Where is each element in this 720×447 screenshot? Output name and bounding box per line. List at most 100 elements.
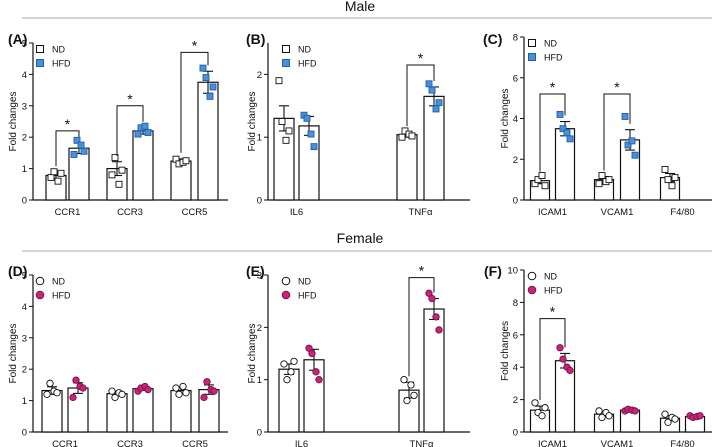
legend-label-nd: ND xyxy=(298,45,311,55)
data-point xyxy=(202,74,210,81)
y-tick-label: 0 xyxy=(513,428,518,439)
legend-marker-nd xyxy=(528,39,536,47)
y-tick-label: 2 xyxy=(22,133,27,144)
y-tick-label: 5 xyxy=(22,39,27,50)
data-point xyxy=(209,83,217,91)
significance-marker: * xyxy=(127,91,133,107)
data-point xyxy=(407,381,415,389)
y-tick-label: 4 xyxy=(22,302,27,313)
data-point xyxy=(310,143,318,151)
data-point xyxy=(77,141,85,149)
category-label: F4/80 xyxy=(670,439,694,447)
y-tick-label: 8 xyxy=(513,298,518,309)
data-point xyxy=(624,141,632,149)
data-point xyxy=(566,135,574,143)
significance-bracket xyxy=(408,277,435,377)
data-point xyxy=(671,174,679,182)
data-point xyxy=(118,390,126,398)
data-point xyxy=(696,412,704,420)
data-point xyxy=(435,326,443,334)
significance-marker: * xyxy=(418,50,424,66)
data-point xyxy=(661,410,669,418)
significance-bracket xyxy=(116,105,144,156)
category-label: IL6 xyxy=(295,439,308,447)
legend-label-hfd: HFD xyxy=(298,291,317,301)
data-point xyxy=(598,172,606,180)
data-point xyxy=(661,165,669,173)
category-label: CCR1 xyxy=(55,207,81,218)
legend-label-hfd: HFD xyxy=(544,53,563,63)
y-tick-label: 2 xyxy=(257,70,262,81)
bar-hfd xyxy=(132,130,154,201)
data-point xyxy=(290,357,298,365)
data-point xyxy=(54,177,62,185)
data-point xyxy=(280,360,288,368)
legend-marker-nd xyxy=(35,276,45,286)
significance-marker: * xyxy=(550,304,556,320)
data-point xyxy=(531,399,539,407)
category-label: CCR5 xyxy=(182,439,208,447)
data-point xyxy=(118,166,126,174)
data-point xyxy=(79,384,87,392)
panel-label: (A) xyxy=(8,31,27,47)
data-point xyxy=(595,407,603,415)
legend-marker-nd xyxy=(281,276,291,286)
y-tick-label: 10 xyxy=(507,266,518,277)
legend-marker-nd xyxy=(282,45,290,53)
category-label: CCR1 xyxy=(52,439,78,447)
data-point xyxy=(541,182,549,190)
data-point xyxy=(172,384,180,392)
data-point xyxy=(410,391,418,400)
data-point xyxy=(206,92,214,100)
data-point xyxy=(307,130,315,138)
legend-label-hfd: HFD xyxy=(52,59,71,69)
category-label: VCAM1 xyxy=(601,207,634,218)
data-point xyxy=(556,344,564,352)
panel-label: (B) xyxy=(246,31,265,47)
data-point xyxy=(115,180,123,188)
data-point xyxy=(400,376,408,384)
y-tick-label: 6 xyxy=(513,330,518,341)
legend-label-nd: ND xyxy=(544,39,557,49)
significance-marker: * xyxy=(192,37,198,53)
legend-marker-nd xyxy=(527,271,537,281)
y-tick-label: 4 xyxy=(513,114,518,125)
panel-label: (E) xyxy=(246,263,265,279)
data-point xyxy=(432,105,440,113)
data-point xyxy=(285,127,293,135)
data-point xyxy=(144,129,152,136)
data-point xyxy=(287,368,295,376)
data-point xyxy=(283,376,291,384)
significance-bracket xyxy=(539,93,566,172)
panel-label: (D) xyxy=(8,263,27,279)
y-tick-label: 1 xyxy=(257,375,262,386)
data-point xyxy=(43,390,51,398)
data-point xyxy=(73,136,81,144)
y-tick-label: 5 xyxy=(22,271,27,282)
legend-label-hfd: HFD xyxy=(544,286,563,296)
data-point xyxy=(72,376,80,384)
data-point xyxy=(541,404,549,412)
y-tick-label: 8 xyxy=(513,33,518,44)
y-tick-label: 0 xyxy=(513,196,518,207)
y-tick-label: 3 xyxy=(22,333,27,344)
y-tick-label: 1 xyxy=(22,396,27,407)
data-point xyxy=(628,137,636,145)
data-point xyxy=(563,129,571,137)
y-tick-label: 2 xyxy=(22,365,27,376)
data-point xyxy=(141,122,149,130)
data-point xyxy=(200,393,208,402)
legend-marker-hfd xyxy=(527,285,537,295)
category-label: VCAM1 xyxy=(601,439,634,447)
y-tick-label: 2 xyxy=(513,155,518,166)
data-point xyxy=(53,389,61,397)
category-label: CCR5 xyxy=(182,207,208,218)
data-point xyxy=(111,154,119,162)
category-label: TNFα xyxy=(410,439,434,447)
y-tick-label: 1 xyxy=(257,133,262,144)
data-point xyxy=(179,382,187,391)
data-point xyxy=(398,133,406,141)
data-point xyxy=(303,114,311,122)
data-point xyxy=(111,393,119,402)
